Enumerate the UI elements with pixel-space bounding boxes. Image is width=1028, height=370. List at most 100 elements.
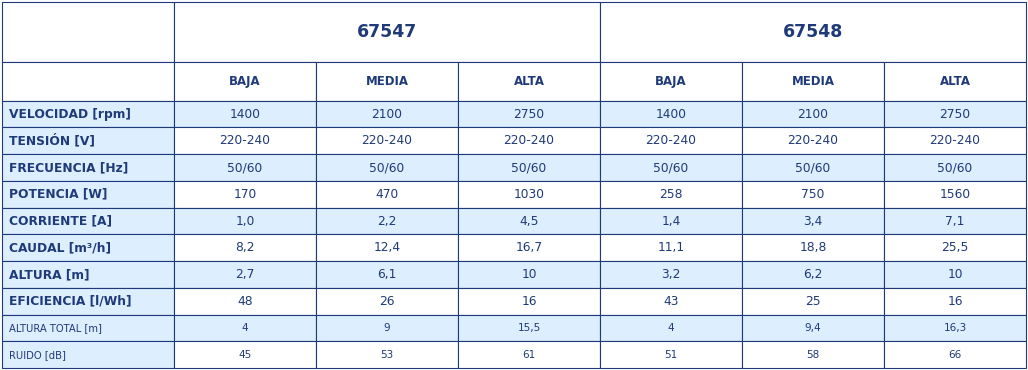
Bar	[2, 314, 174, 342]
Text: 750: 750	[801, 188, 824, 201]
Text: 50/60: 50/60	[796, 161, 831, 174]
Bar	[600, 62, 742, 101]
Bar	[884, 154, 1026, 181]
Bar	[742, 342, 884, 368]
Bar	[458, 181, 600, 208]
Text: 170: 170	[233, 188, 257, 201]
Bar	[884, 314, 1026, 342]
Text: 48: 48	[237, 295, 253, 308]
Bar	[458, 208, 600, 235]
Bar	[316, 62, 458, 101]
Bar	[600, 208, 742, 235]
Text: 16,3: 16,3	[944, 323, 966, 333]
Bar	[316, 235, 458, 261]
Text: ALTURA [m]: ALTURA [m]	[9, 268, 89, 281]
Bar	[600, 101, 742, 128]
Text: 66: 66	[948, 350, 961, 360]
Bar	[174, 62, 316, 101]
Text: 1400: 1400	[656, 108, 687, 121]
Text: FRECUENCIA [Hz]: FRECUENCIA [Hz]	[9, 161, 128, 174]
Bar	[316, 288, 458, 314]
Text: 470: 470	[375, 188, 399, 201]
Bar	[458, 62, 600, 101]
Bar	[458, 235, 600, 261]
Text: VELOCIDAD [rpm]: VELOCIDAD [rpm]	[9, 108, 132, 121]
Bar	[600, 261, 742, 288]
Bar	[316, 154, 458, 181]
Bar	[884, 181, 1026, 208]
Text: 2100: 2100	[798, 108, 829, 121]
Bar	[458, 288, 600, 314]
Bar	[2, 288, 174, 314]
Text: ALTA: ALTA	[940, 75, 970, 88]
Text: 1,0: 1,0	[235, 215, 255, 228]
Bar	[2, 181, 174, 208]
Bar	[742, 208, 884, 235]
Text: 50/60: 50/60	[938, 161, 972, 174]
Bar	[884, 128, 1026, 154]
Text: ALTURA TOTAL [m]: ALTURA TOTAL [m]	[9, 323, 102, 333]
Text: 1560: 1560	[940, 188, 970, 201]
Text: BAJA: BAJA	[655, 75, 687, 88]
Bar	[600, 314, 742, 342]
Text: 2750: 2750	[513, 108, 545, 121]
Bar	[884, 342, 1026, 368]
Bar	[600, 181, 742, 208]
Text: 220-240: 220-240	[787, 134, 839, 147]
Bar	[316, 101, 458, 128]
Bar	[600, 154, 742, 181]
Bar	[742, 101, 884, 128]
Bar	[458, 261, 600, 288]
Bar	[316, 181, 458, 208]
Bar	[600, 2, 1026, 62]
Text: 50/60: 50/60	[369, 161, 405, 174]
Text: 3,2: 3,2	[661, 268, 681, 281]
Text: MEDIA: MEDIA	[792, 75, 835, 88]
Text: 53: 53	[380, 350, 394, 360]
Text: CORRIENTE [A]: CORRIENTE [A]	[9, 215, 112, 228]
Bar	[174, 154, 316, 181]
Text: 2,2: 2,2	[377, 215, 397, 228]
Bar	[174, 288, 316, 314]
Bar	[2, 2, 174, 62]
Text: 50/60: 50/60	[654, 161, 689, 174]
Bar	[2, 342, 174, 368]
Text: EFICIENCIA [l/Wh]: EFICIENCIA [l/Wh]	[9, 295, 132, 308]
Text: 4,5: 4,5	[519, 215, 539, 228]
Bar	[600, 342, 742, 368]
Bar	[742, 181, 884, 208]
Bar	[2, 154, 174, 181]
Text: 2,7: 2,7	[235, 268, 255, 281]
Text: 67547: 67547	[357, 23, 417, 41]
Bar	[174, 128, 316, 154]
Text: 10: 10	[947, 268, 962, 281]
Bar	[742, 154, 884, 181]
Text: 258: 258	[659, 188, 683, 201]
Text: BAJA: BAJA	[229, 75, 261, 88]
Text: POTENCIA [W]: POTENCIA [W]	[9, 188, 108, 201]
Text: 18,8: 18,8	[800, 241, 827, 254]
Text: 1030: 1030	[514, 188, 545, 201]
Text: 4: 4	[667, 323, 674, 333]
Bar	[2, 101, 174, 128]
Text: 9: 9	[383, 323, 391, 333]
Text: 1400: 1400	[229, 108, 260, 121]
Bar	[174, 101, 316, 128]
Bar	[316, 208, 458, 235]
Bar	[174, 342, 316, 368]
Text: 220-240: 220-240	[362, 134, 412, 147]
Bar	[742, 62, 884, 101]
Bar	[600, 128, 742, 154]
Text: 6,1: 6,1	[377, 268, 397, 281]
Text: 8,2: 8,2	[235, 241, 255, 254]
Bar	[174, 314, 316, 342]
Text: 26: 26	[379, 295, 395, 308]
Text: 16: 16	[521, 295, 537, 308]
Text: 61: 61	[522, 350, 536, 360]
Text: 7,1: 7,1	[946, 215, 964, 228]
Bar	[174, 181, 316, 208]
Bar	[742, 235, 884, 261]
Text: 58: 58	[806, 350, 819, 360]
Text: 3,4: 3,4	[803, 215, 822, 228]
Text: 45: 45	[238, 350, 252, 360]
